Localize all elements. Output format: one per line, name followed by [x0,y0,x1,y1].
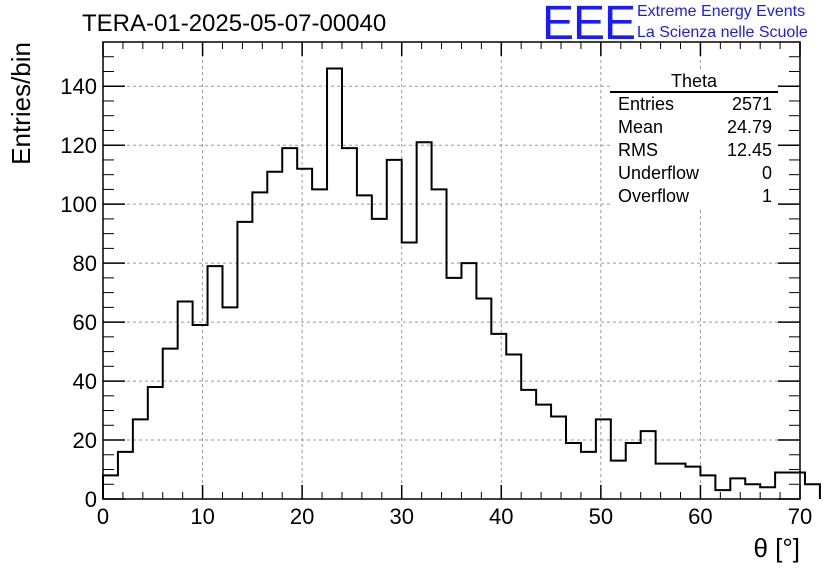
stats-box: Theta Entries 2571 Mean 24.79 RMS 12.45 … [610,72,778,208]
brand-line-2: La Scienza nelle Scuole [637,24,808,41]
x-tick-label: 20 [290,504,314,529]
y-tick-label: 60 [73,310,97,335]
y-tick-label: 0 [85,487,97,512]
stats-label: Entries [618,94,675,114]
stats-row-entries: Entries 2571 [610,93,778,116]
x-tick-label: 40 [489,504,513,529]
stats-label: Overflow [618,186,690,206]
eee-logo: EEE [542,0,636,50]
x-tick-label: 0 [97,504,109,529]
stats-row-rms: RMS 12.45 [610,139,778,162]
x-tick-label: 70 [788,504,812,529]
x-tick-label: 60 [688,504,712,529]
gridlines [103,42,800,499]
stats-value: 2571 [731,94,772,114]
y-tick-label: 100 [60,192,97,217]
y-tick-label: 120 [60,133,97,158]
x-tick-label: 10 [190,504,214,529]
chart-title: TERA-01-2025-05-07-00040 [82,10,387,37]
y-tick-label: 20 [73,428,97,453]
histogram-line [102,67,821,499]
y-tick-label: 80 [73,251,97,276]
stats-label: Mean [618,117,664,137]
plot-frame [102,41,801,500]
stats-row-mean: Mean 24.79 [610,116,778,139]
x-axis-label: θ [°] [753,533,800,563]
y-tick-label: 140 [60,74,97,99]
y-tick-label: 40 [73,369,97,394]
stats-label: Underflow [618,163,700,183]
axis-ticks [102,41,801,500]
stats-value: 24.79 [726,117,772,137]
brand-line-1: Extreme Energy Events [637,3,806,20]
stats-row-underflow: Underflow 0 [610,162,778,185]
y-axis-label: Entries/bin [6,42,36,165]
x-tick-label: 50 [589,504,613,529]
stats-value: 1 [761,186,772,206]
stats-row-overflow: Overflow 1 [610,185,778,208]
stats-box-title: Theta [610,72,778,93]
stats-value: 12.45 [726,140,772,160]
stats-label: RMS [618,140,658,160]
x-tick-label: 30 [389,504,413,529]
stats-value: 0 [761,163,772,183]
